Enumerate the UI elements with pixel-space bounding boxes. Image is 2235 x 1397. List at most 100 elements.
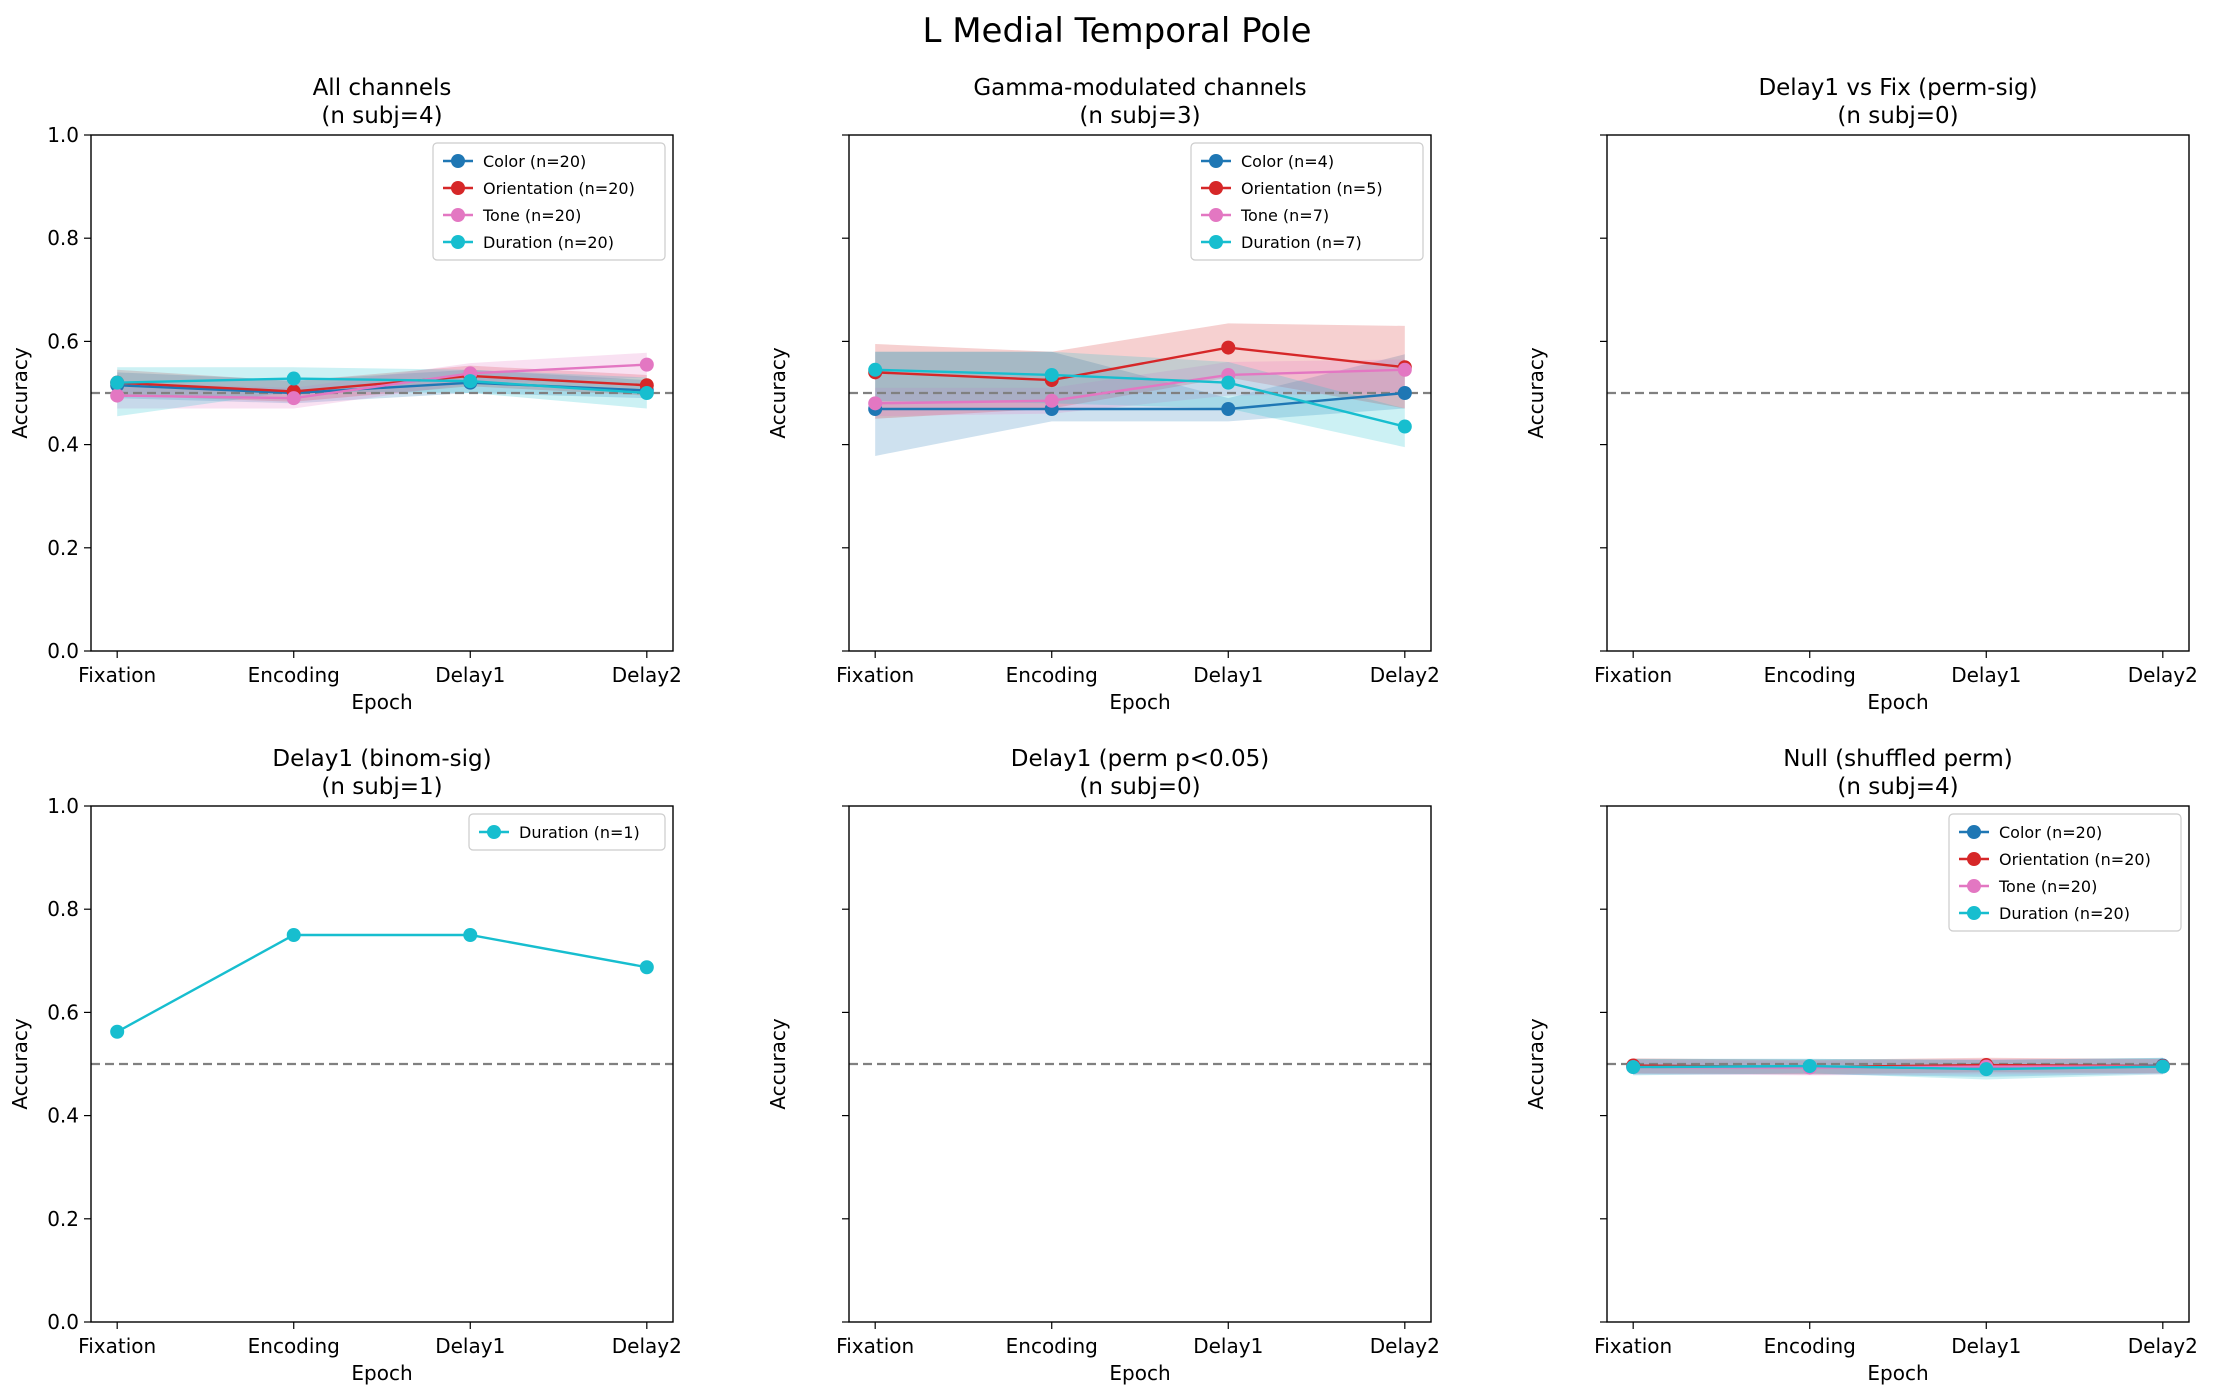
x-tick-label: Delay1 <box>435 663 505 687</box>
x-axis-label: Epoch <box>1109 1361 1170 1385</box>
data-point-duration <box>463 928 478 942</box>
x-tick-label: Delay2 <box>1370 663 1440 687</box>
legend-label: Tone (n=20) <box>482 206 581 225</box>
data-point-duration <box>1802 1059 1817 1074</box>
legend-box <box>1190 142 1424 261</box>
figure-title: L Medial Temporal Pole <box>922 11 1311 51</box>
panel-subtitle: (n subj=4) <box>1837 774 1958 800</box>
series-line-orientation <box>117 374 647 393</box>
x-tick-label: Encoding <box>1764 663 1856 687</box>
y-axis-label: Accuracy <box>1524 347 1548 438</box>
x-tick-label: Delay2 <box>1370 1334 1440 1358</box>
data-point-color <box>1397 386 1412 400</box>
axes-frame <box>848 134 1432 652</box>
x-axis-label: Epoch <box>351 1361 412 1385</box>
ci-band-duration <box>117 367 647 417</box>
legend-label: Duration (n=20) <box>483 233 614 252</box>
legend-marker <box>1967 852 1981 866</box>
panel-subtitle: (n subj=3) <box>1079 103 1200 129</box>
x-tick-label: Encoding <box>1764 1334 1856 1358</box>
data-point-tone <box>868 396 883 411</box>
y-tick-label: 0.6 <box>47 1000 79 1024</box>
x-tick-label: Encoding <box>248 1334 340 1358</box>
legend-marker <box>487 825 501 839</box>
panel-subtitle: (n subj=0) <box>1837 103 1958 129</box>
legend-label: Duration (n=1) <box>519 823 640 842</box>
x-tick-label: Delay2 <box>612 1334 682 1358</box>
legend-marker <box>1209 154 1223 168</box>
legend-marker <box>1209 235 1223 249</box>
x-tick-label: Delay1 <box>1951 1334 2021 1358</box>
panel-subtitle: (n subj=0) <box>1079 774 1200 800</box>
axes-frame <box>90 805 674 1323</box>
legend-label: Tone (n=7) <box>1240 206 1329 225</box>
legend-label: Color (n=4) <box>1241 152 1334 171</box>
x-tick-label: Fixation <box>1594 1334 1672 1358</box>
panel-title: Null (shuffled perm) <box>1783 746 2012 772</box>
panel-title: Delay1 (binom-sig) <box>272 746 491 772</box>
x-axis-label: Epoch <box>1109 690 1170 714</box>
panel-5: Delay1 (perm p<0.05)(n subj=0) Fixation En… <box>766 746 1440 1385</box>
x-tick-label: Delay1 <box>1193 1334 1263 1358</box>
data-point-duration <box>1221 375 1236 390</box>
panel-6: Null (shuffled perm)(n subj=4) Fixation En… <box>1524 746 2198 1385</box>
y-axis-label: Accuracy <box>1524 1018 1548 1109</box>
panel-3: Delay1 vs Fix (perm-sig)(n subj=0) Fixati… <box>1524 75 2198 714</box>
data-point-orientation <box>1221 340 1236 355</box>
data-point-tone <box>1044 393 1059 408</box>
y-tick-label: 1.0 <box>47 794 79 818</box>
y-tick-label: 0.2 <box>47 1207 79 1231</box>
data-point-tone <box>639 357 654 372</box>
data-point-duration <box>110 375 125 390</box>
legend: Color (n=4) Orientation (n=5) Tone (n=7) Du… <box>1190 142 1424 261</box>
legend-box <box>1948 813 2182 932</box>
x-tick-label: Encoding <box>248 663 340 687</box>
data-point-tone <box>286 391 301 406</box>
legend-marker <box>451 181 465 195</box>
series-line-duration <box>1633 1064 2163 1071</box>
panel-subtitle: (n subj=4) <box>321 103 442 129</box>
y-axis-label: Accuracy <box>766 1018 790 1109</box>
y-tick-label: 0.8 <box>47 897 79 921</box>
legend-label: Orientation (n=20) <box>1999 850 2151 869</box>
panel-2: Gamma-modulated channels(n subj=3) Fixati… <box>766 75 1440 714</box>
legend-label: Duration (n=7) <box>1241 233 1362 252</box>
y-tick-label: 0.6 <box>47 329 79 353</box>
x-tick-label: Delay1 <box>435 1334 505 1358</box>
y-tick-label: 0.4 <box>47 433 79 457</box>
y-tick-label: 0.0 <box>47 1310 79 1334</box>
x-tick-label: Fixation <box>1594 663 1672 687</box>
panel-4: Delay1 (binom-sig)(n subj=1) 0.0 0.2 0.4 0.6… <box>8 746 682 1385</box>
x-tick-label: Encoding <box>1006 1334 1098 1358</box>
legend-label: Color (n=20) <box>483 152 586 171</box>
panel-title: All channels <box>313 75 452 101</box>
x-axis-label: Epoch <box>1867 690 1928 714</box>
legend-box <box>468 813 666 851</box>
y-tick-label: 0.8 <box>47 226 79 250</box>
data-point-duration <box>286 928 301 942</box>
x-tick-label: Fixation <box>78 1334 156 1358</box>
legend-box <box>432 142 666 261</box>
data-point-duration <box>639 960 654 975</box>
legend-label: Duration (n=20) <box>1999 904 2130 923</box>
y-tick-label: 0.2 <box>47 536 79 560</box>
series-line-color <box>875 391 1405 411</box>
panel-subtitle: (n subj=1) <box>321 774 442 800</box>
panel-1: All channels(n subj=4) 0.0 0.2 0.4 0.6 0.8 1.0… <box>8 75 682 714</box>
axes-frame <box>848 805 1432 1323</box>
panel-title: Delay1 (perm p<0.05) <box>1011 746 1269 772</box>
data-point-duration <box>1044 367 1059 382</box>
legend-marker <box>1967 906 1981 920</box>
y-tick-label: 0.4 <box>47 1104 79 1128</box>
legend-marker <box>451 154 465 168</box>
ci-band-duration <box>875 351 1405 448</box>
x-tick-label: Fixation <box>78 663 156 687</box>
legend-marker <box>1209 181 1223 195</box>
panel-title: Gamma-modulated channels <box>973 75 1306 101</box>
axes-frame <box>1606 805 2190 1323</box>
x-tick-label: Delay1 <box>1193 663 1263 687</box>
x-tick-label: Delay1 <box>1951 663 2021 687</box>
y-axis-label: Accuracy <box>766 347 790 438</box>
data-point-duration <box>639 386 654 400</box>
